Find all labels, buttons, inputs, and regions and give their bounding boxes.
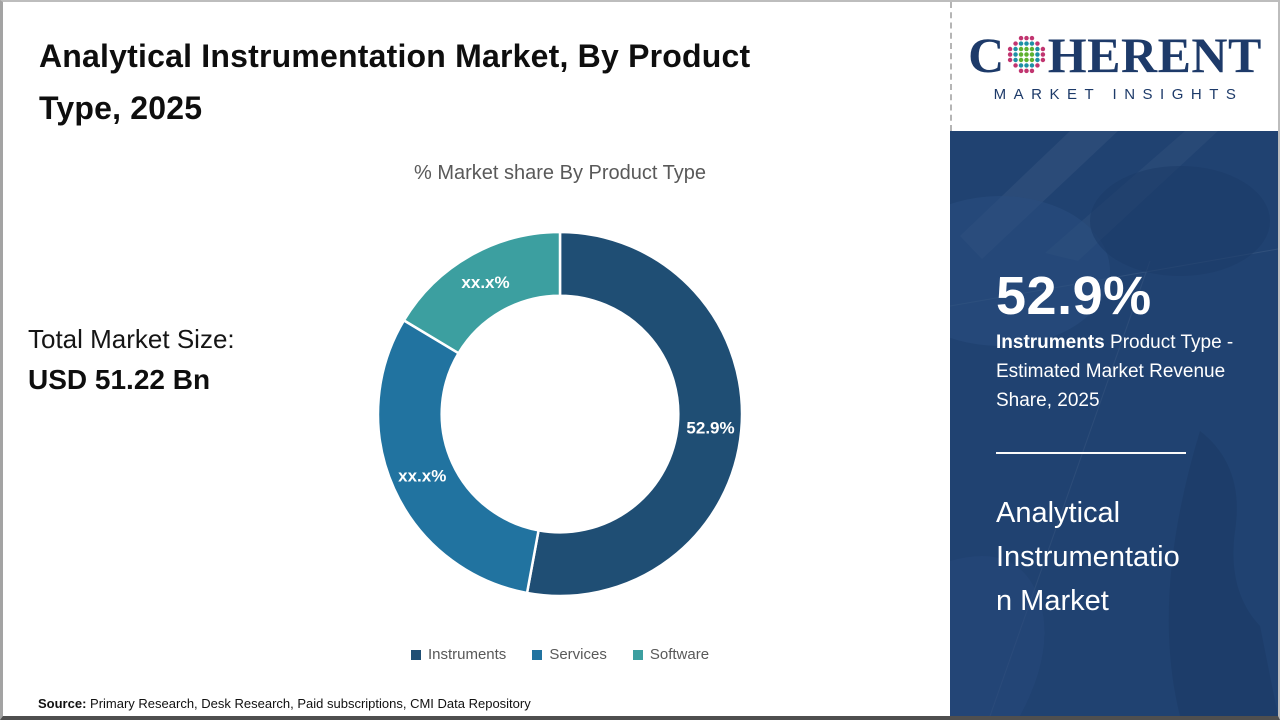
legend-item-software: Software xyxy=(632,646,710,663)
stat-value: 52.9% xyxy=(996,266,1152,326)
logo-area: C HERENT MARKET INSIGHTS xyxy=(950,2,1278,131)
stat-description-rest: Product Type - Estimated Market Revenue … xyxy=(996,332,1234,411)
donut-slice-instruments xyxy=(525,230,744,598)
world-map-texture xyxy=(950,131,1278,716)
legend-swatch-icon xyxy=(410,649,421,660)
brand-wordmark: C HERENT xyxy=(968,30,1262,80)
donut-chart: 52.9% xx.x% xx.x% xyxy=(376,230,744,598)
legend-label: Software xyxy=(649,646,710,663)
legend-label: Instruments xyxy=(427,646,507,663)
sidebar-divider xyxy=(996,452,1186,454)
legend-swatch-icon xyxy=(632,649,643,660)
source-label: Source: xyxy=(38,696,87,711)
donut-slice-label: xx.x% xyxy=(398,467,446,486)
stat-description: Instruments Product Type - Estimated Mar… xyxy=(996,328,1246,415)
chart-title: % Market share By Product Type xyxy=(414,162,706,184)
total-market-value: USD 51.22 Bn xyxy=(28,364,211,395)
globe-dots-icon xyxy=(1007,35,1045,73)
sidebar: 52.9% Instruments Product Type - Estimat… xyxy=(950,131,1278,716)
legend-label: Services xyxy=(549,646,607,663)
brand-letters-rest: HERENT xyxy=(1047,27,1262,83)
legend-swatch-icon xyxy=(532,649,543,660)
donut-slice-services xyxy=(376,319,540,595)
stat-description-segment: Instruments xyxy=(996,332,1105,353)
legend-item-services: Services xyxy=(532,646,607,663)
page-title: Analytical Instrumentation Market, By Pr… xyxy=(39,38,751,126)
donut-slice-label: xx.x% xyxy=(461,273,509,292)
total-market-label: Total Market Size: xyxy=(28,324,235,354)
brand-letter-c: C xyxy=(968,27,1005,83)
brand-tagline: MARKET INSIGHTS xyxy=(993,86,1244,103)
legend-item-instruments: Instruments xyxy=(410,646,507,663)
donut-slice-software xyxy=(402,230,562,355)
source-text: Primary Research, Desk Research, Paid su… xyxy=(86,696,531,711)
total-market-block: Total Market Size: USD 51.22 Bn xyxy=(28,324,235,396)
chart-legend: Instruments Services Software xyxy=(340,646,780,663)
donut-slice-label: 52.9% xyxy=(686,418,734,437)
sidebar-market-name: Analytical Instrumentatio n Market xyxy=(996,497,1180,617)
source-note: Source: Primary Research, Desk Research,… xyxy=(38,696,531,711)
